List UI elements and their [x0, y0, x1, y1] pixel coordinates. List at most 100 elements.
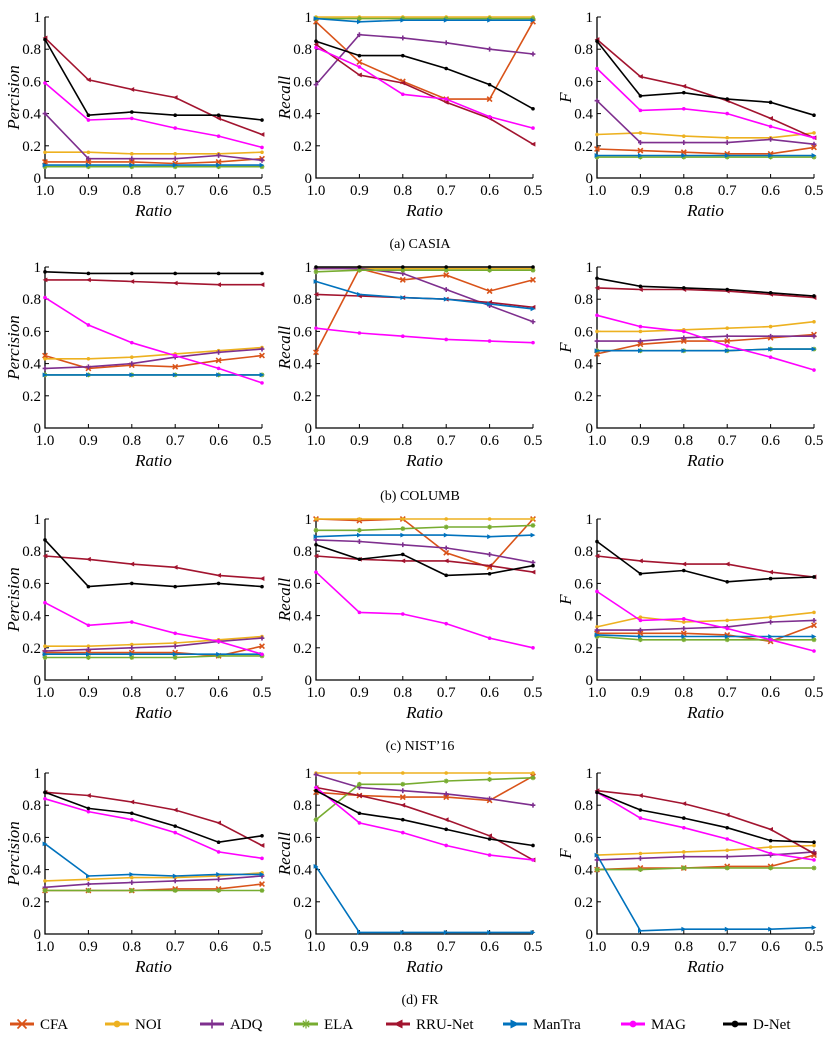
series-line-cfa — [315, 518, 534, 569]
data-point — [530, 51, 536, 57]
data-point — [357, 539, 362, 544]
data-point — [216, 572, 221, 578]
data-point — [43, 37, 47, 42]
data-point — [129, 872, 135, 877]
data-point — [129, 799, 135, 805]
legend-label: CFA — [40, 1017, 68, 1033]
x-tick-label: 1.0 — [307, 685, 326, 701]
data-point — [768, 576, 773, 581]
x-tick-label: 0.9 — [350, 433, 369, 449]
series-mag — [595, 313, 816, 372]
data-point — [400, 295, 406, 300]
y-axis-label: Recall — [275, 578, 294, 623]
series-mantra — [594, 346, 817, 354]
caption-columb: (b) COLUMB — [380, 489, 460, 504]
data-point — [530, 276, 536, 283]
data-point — [486, 288, 493, 295]
y-tick-label: 0.2 — [293, 895, 312, 911]
data-point — [216, 116, 221, 121]
y-tick-label: 0.4 — [574, 609, 593, 625]
data-point — [812, 368, 816, 372]
data-point — [812, 858, 816, 862]
series-d-net — [595, 790, 816, 845]
data-point — [42, 352, 48, 359]
data-point — [86, 877, 91, 882]
y-tick-label: 1 — [305, 512, 313, 528]
x-tick-label: 0.5 — [524, 183, 543, 199]
series-d-net — [43, 790, 264, 845]
data-point — [216, 581, 221, 586]
data-point — [725, 287, 729, 292]
data-point — [638, 154, 643, 160]
caption-nist16: (c) NIST’16 — [386, 739, 455, 754]
legend-item-adq: ADQ — [200, 1017, 263, 1033]
data-point — [42, 888, 48, 893]
series-line-d-net — [44, 791, 263, 844]
series-line-mag — [596, 67, 815, 139]
data-point — [173, 113, 177, 118]
series-line-mag — [44, 601, 263, 655]
series-adq — [313, 772, 536, 808]
data-point — [724, 333, 730, 339]
data-point — [487, 265, 492, 269]
data-point — [681, 83, 687, 89]
series-line-mantra — [596, 634, 814, 638]
data-point — [638, 558, 643, 564]
y-tick-label: 0.4 — [293, 357, 312, 373]
data-point — [86, 655, 91, 660]
x-tick-label: 1.0 — [36, 685, 55, 701]
series-line-d-net — [596, 540, 815, 583]
y-tick-label: 0.2 — [22, 641, 41, 657]
series-mag — [43, 295, 264, 385]
series-line-d-net — [315, 789, 534, 847]
data-point — [260, 145, 264, 150]
data-point — [86, 623, 91, 628]
series-line-adq — [597, 335, 814, 342]
x-tick-label: 0.6 — [761, 939, 780, 955]
y-tick-label: 0.8 — [22, 798, 41, 814]
x-tick-label: 0.5 — [805, 183, 824, 199]
data-point — [216, 282, 221, 288]
data-point — [129, 561, 135, 567]
x-tick-label: 0.6 — [209, 685, 228, 701]
series-line-mag — [596, 590, 815, 652]
data-point — [725, 326, 729, 330]
series-mag — [43, 600, 264, 657]
series-line-adq — [315, 539, 534, 564]
data-point — [682, 816, 686, 820]
data-point — [812, 131, 816, 135]
chart-columb-recall: 0 0.2 0.4 0.6 0.8 1 1.0 0.9 0.8 0.7 0.6 0.5 Ratio Rec… — [275, 260, 542, 470]
series-rru-net — [42, 277, 265, 288]
data-point — [444, 66, 449, 71]
series-rru-net — [594, 37, 817, 141]
y-axis-label: Recall — [275, 76, 294, 121]
data-point — [811, 153, 817, 158]
data-point — [130, 811, 134, 816]
data-point — [443, 778, 449, 784]
series-line-rru-net — [596, 789, 815, 855]
x-tick-label: 0.9 — [79, 183, 98, 199]
series-noi — [314, 771, 535, 775]
series-line-mag — [315, 786, 534, 861]
data-point — [812, 319, 816, 324]
series-line-mag — [315, 46, 534, 129]
x-axis-label: Ratio — [686, 451, 724, 470]
data-point — [487, 17, 492, 23]
series-ela — [313, 523, 536, 533]
data-point — [682, 617, 686, 621]
y-tick-label: 0.6 — [22, 830, 41, 846]
data-point — [595, 329, 599, 334]
series-line-noi — [45, 151, 263, 155]
data-point — [172, 363, 179, 370]
data-point — [314, 785, 318, 790]
data-point — [487, 517, 492, 521]
data-point — [682, 106, 686, 111]
series-line-noi — [596, 611, 815, 628]
data-point — [595, 66, 599, 71]
data-point — [487, 115, 492, 119]
data-point — [357, 532, 362, 538]
data-point — [682, 850, 686, 854]
series-mantra — [42, 372, 265, 378]
series-line-rru-net — [596, 287, 815, 299]
x-tick-label: 0.5 — [524, 685, 543, 701]
